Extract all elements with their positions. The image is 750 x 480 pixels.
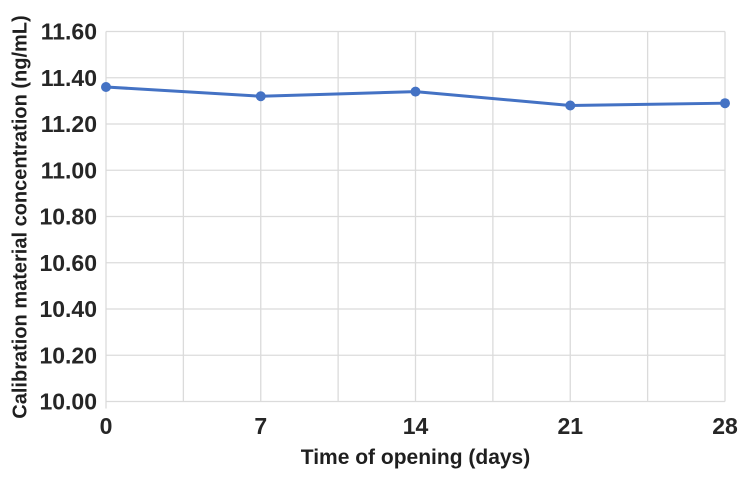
y-tick-label: 11.40 xyxy=(41,65,97,91)
y-tick-label: 11.20 xyxy=(41,111,97,137)
x-tick-label: 28 xyxy=(712,413,738,439)
x-tick-label: 0 xyxy=(100,413,113,439)
y-tick-label: 10.20 xyxy=(39,342,97,368)
y-tick-label: 11.00 xyxy=(41,157,97,183)
data-point-marker xyxy=(565,100,576,111)
y-tick-label: 10.60 xyxy=(39,250,97,276)
data-point-marker xyxy=(410,86,421,97)
data-point-marker xyxy=(720,98,730,109)
y-tick-label: 10.40 xyxy=(39,296,97,322)
y-tick-label: 10.00 xyxy=(39,389,97,415)
x-tick-label: 7 xyxy=(254,413,267,439)
x-axis-title: Time of opening (days) xyxy=(300,446,531,469)
y-tick-label: 11.60 xyxy=(41,19,97,45)
y-tick-label: 10.80 xyxy=(39,204,97,230)
data-point-marker xyxy=(255,91,266,102)
x-tick-label: 14 xyxy=(403,413,429,439)
x-tick-label: 21 xyxy=(557,413,583,439)
data-point-marker xyxy=(101,82,111,92)
y-axis-title: Calibration material concentration (ng/m… xyxy=(9,15,32,419)
